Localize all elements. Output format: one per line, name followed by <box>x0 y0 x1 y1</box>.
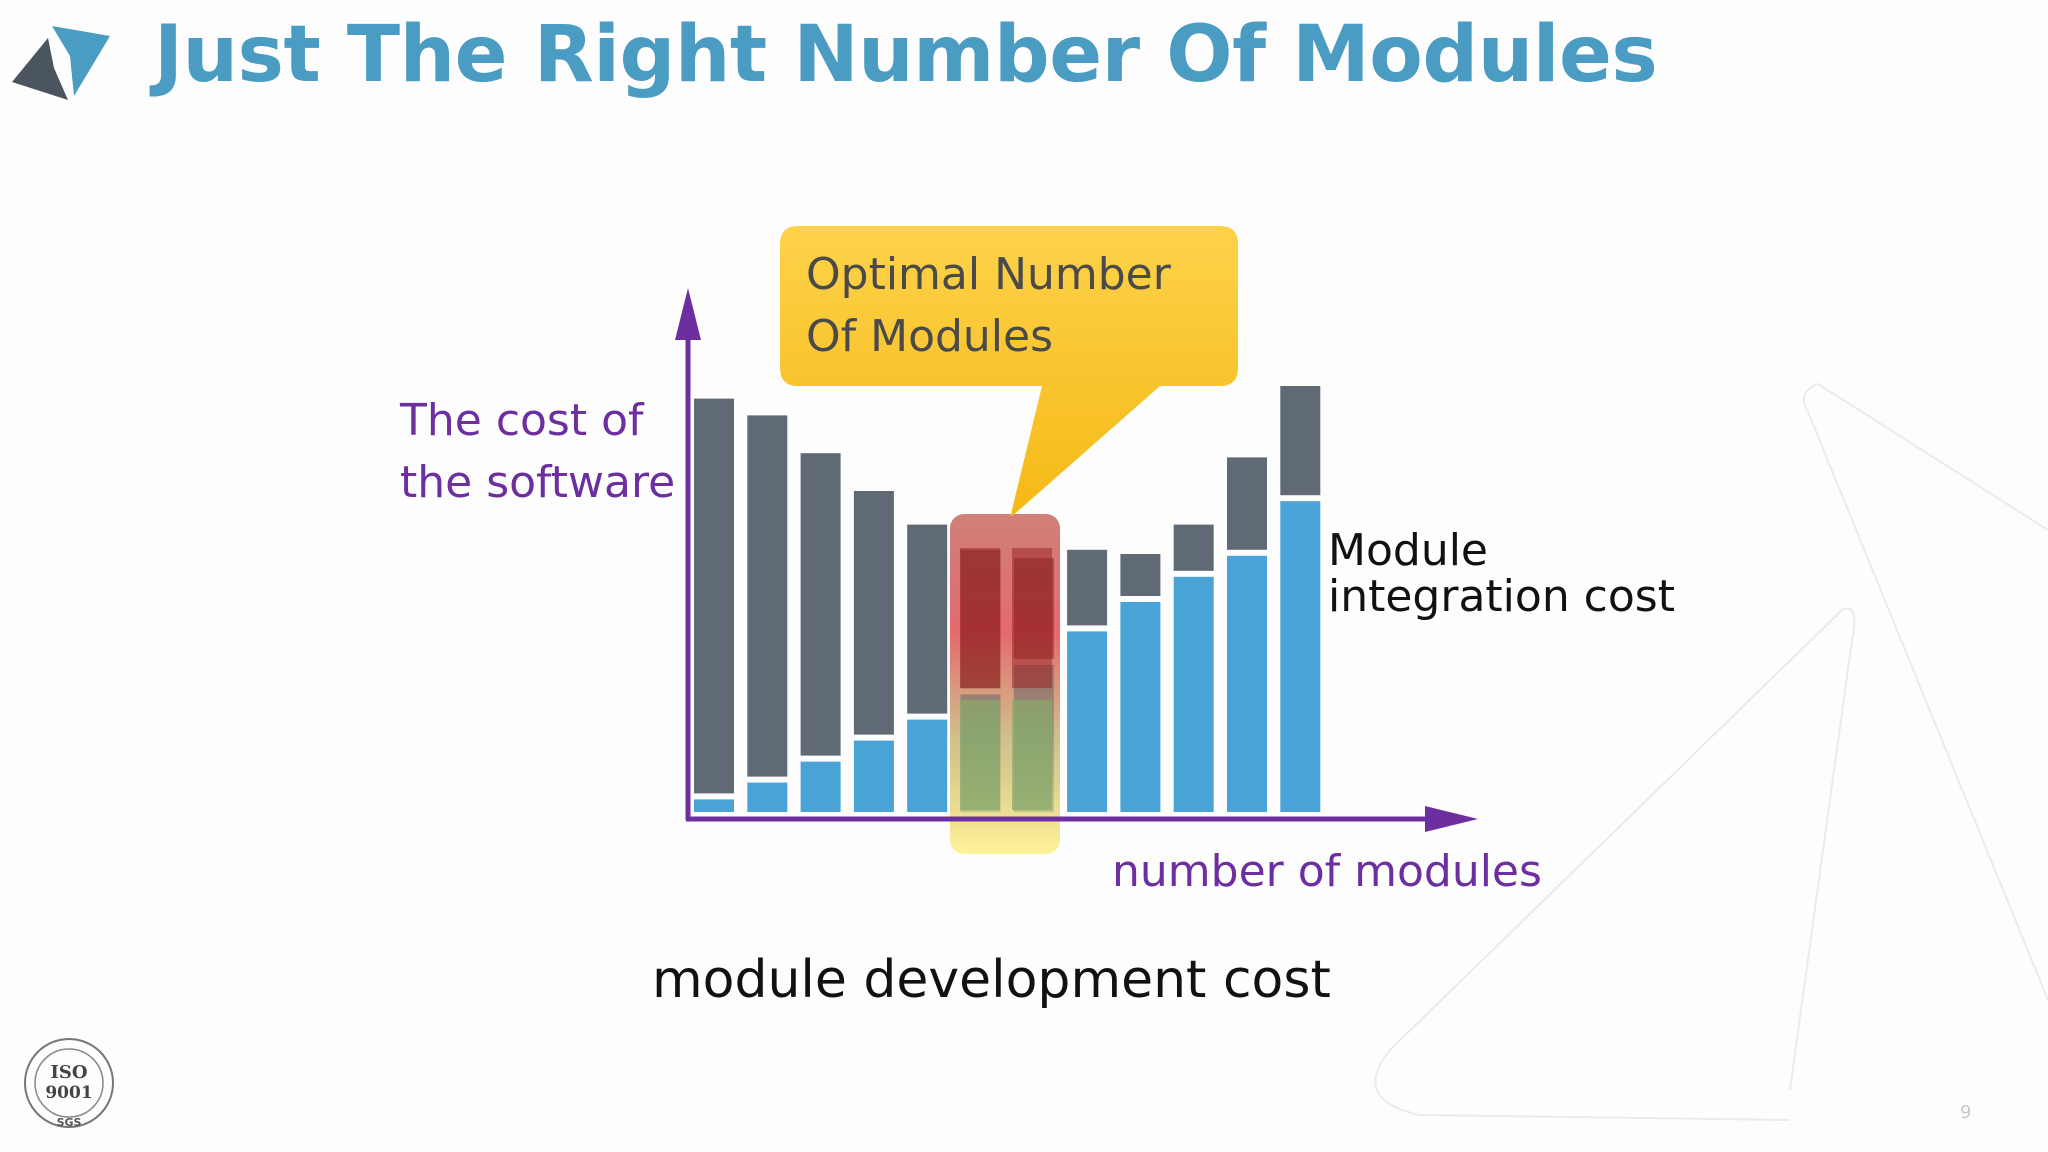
y-axis <box>675 288 701 820</box>
optimal-bars-overlay <box>960 548 1052 810</box>
logo-icon <box>12 26 110 100</box>
bar-development-9 <box>1120 602 1161 812</box>
bar-development-3 <box>800 761 841 812</box>
callout-label: Optimal Number Of Modules <box>806 249 1171 362</box>
bar-integration-11 <box>1227 457 1267 550</box>
bar-development-2 <box>747 782 788 812</box>
bar-integration-10 <box>1173 524 1214 571</box>
iso-badge-icon: ISO 9001 SGS <box>24 1038 114 1129</box>
bar-integration-5 <box>907 524 948 714</box>
badge-text-org: SGS <box>57 1116 82 1129</box>
page-number: 9 <box>1960 1102 1972 1123</box>
bar-development-11 <box>1227 555 1267 812</box>
bar-development-5 <box>907 719 948 812</box>
callout-bubble <box>780 226 1238 516</box>
bar-integration-9 <box>1120 554 1161 596</box>
development-cost-label: module development cost <box>652 950 1331 1010</box>
bar-integration-1 <box>694 398 734 794</box>
bar-development-12 <box>1280 501 1321 812</box>
bar-development-10 <box>1173 576 1214 812</box>
bar-development-1 <box>694 799 734 812</box>
bar-integration-12 <box>1280 386 1321 496</box>
badge-text-bottom: 9001 <box>45 1083 92 1103</box>
x-axis <box>686 806 1478 832</box>
x-axis-label: number of modules <box>1112 846 1542 897</box>
bar-development-8 <box>1067 631 1108 812</box>
integration-cost-label: Module integration cost <box>1328 525 1675 622</box>
slide-title: Just The Right Number Of Modules <box>154 10 1658 100</box>
bar-integration-4 <box>853 491 894 735</box>
bar-development-4 <box>853 740 894 812</box>
badge-text-top: ISO <box>50 1062 87 1083</box>
bar-integration-8 <box>1067 549 1108 626</box>
bar-integration-2 <box>747 415 788 777</box>
y-axis-label: The cost of the software <box>400 395 676 508</box>
bar-integration-3 <box>800 453 841 756</box>
